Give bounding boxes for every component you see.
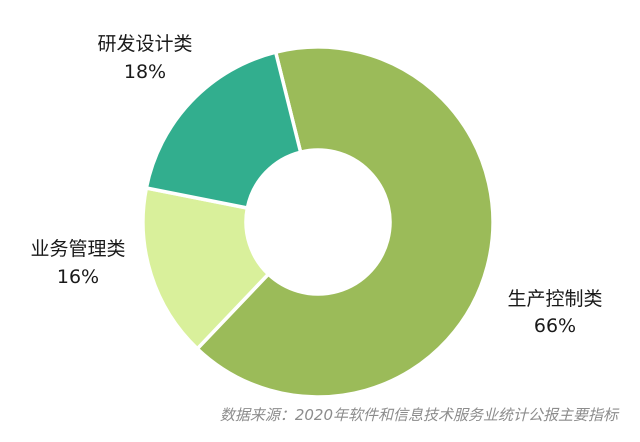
slice-label-production-control: 生产控制类 xyxy=(507,288,602,310)
slice-labels: 生产控制类 66% 业务管理类 16% 研发设计类 18% xyxy=(30,33,602,337)
slice-production-control xyxy=(194,45,495,399)
slice-rd-design xyxy=(144,50,303,211)
data-source-note: 数据来源：2020年软件和信息技术服务业统计公报主要指标 xyxy=(219,406,618,424)
slice-business-management xyxy=(141,185,271,352)
slice-value-production-control: 66% xyxy=(534,315,576,337)
slice-label-rd-design: 研发设计类 xyxy=(97,33,192,55)
slice-value-rd-design: 18% xyxy=(124,61,166,83)
donut-slices xyxy=(141,45,495,399)
slice-value-business-management: 16% xyxy=(57,266,99,288)
slice-label-business-management: 业务管理类 xyxy=(30,238,125,260)
